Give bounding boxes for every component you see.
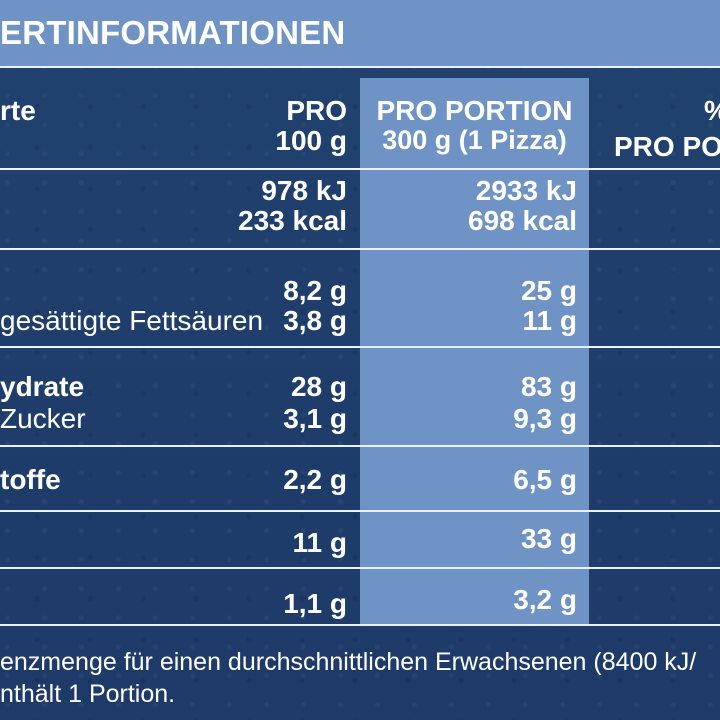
table-bottom-rule bbox=[0, 624, 720, 626]
fat-saturated-per100: 3,8 g bbox=[283, 305, 347, 336]
fiber-portion: 6,5 g bbox=[513, 464, 577, 495]
per100-header-line2: 100 g bbox=[275, 125, 347, 156]
row-divider bbox=[0, 168, 720, 170]
sugar-label: Zucker bbox=[0, 403, 86, 434]
fat-portion: 25 g bbox=[520, 275, 577, 306]
row-divider bbox=[0, 567, 720, 569]
protein-portion: 33 g bbox=[520, 523, 577, 554]
sugar-per100: 3,1 g bbox=[283, 403, 347, 434]
label-header: rte bbox=[0, 95, 36, 126]
energy-per100-kcal: 233 kcal bbox=[238, 205, 347, 236]
fat-saturated-portion: 11 g bbox=[522, 305, 577, 336]
energy-per100-kj: 978 kJ bbox=[261, 175, 347, 206]
header-bar: ERTINFORMATIONEN bbox=[0, 0, 720, 68]
per100-header-line1: PRO bbox=[286, 95, 347, 126]
protein-per100: 11 g bbox=[292, 527, 347, 558]
salt-portion: 3,2 g bbox=[513, 584, 577, 615]
percent-header-line2: PRO POR bbox=[614, 131, 720, 162]
percent-header-line1: % bbox=[704, 96, 720, 125]
footnote-line2: nthält 1 Portion. bbox=[0, 680, 176, 708]
energy-portion-kcal: 698 kcal bbox=[468, 205, 577, 236]
portion-header-line2: 300 g (1 Pizza) bbox=[382, 125, 567, 155]
footnote-line1: enzmenge für einen durchschnittlichen Er… bbox=[0, 648, 697, 676]
energy-portion-kj: 2933 kJ bbox=[475, 175, 577, 206]
row-divider bbox=[0, 510, 720, 512]
carbs-portion: 83 g bbox=[520, 371, 577, 402]
carbs-per100: 28 g bbox=[290, 371, 347, 402]
portion-header-line1: PRO PORTION bbox=[376, 95, 573, 126]
row-divider bbox=[0, 445, 720, 447]
fiber-label: toffe bbox=[0, 464, 61, 495]
sugar-portion: 9,3 g bbox=[513, 403, 577, 434]
page-title: ERTINFORMATIONEN bbox=[0, 14, 346, 51]
carbs-label: ydrate bbox=[0, 371, 85, 402]
row-divider bbox=[0, 346, 720, 348]
fiber-per100: 2,2 g bbox=[283, 464, 347, 495]
fat-per100: 8,2 g bbox=[283, 275, 347, 306]
row-divider bbox=[0, 248, 720, 250]
salt-per100: 1,1 g bbox=[283, 588, 347, 619]
fat-saturated-label: gesättigte Fettsäuren bbox=[0, 305, 264, 336]
